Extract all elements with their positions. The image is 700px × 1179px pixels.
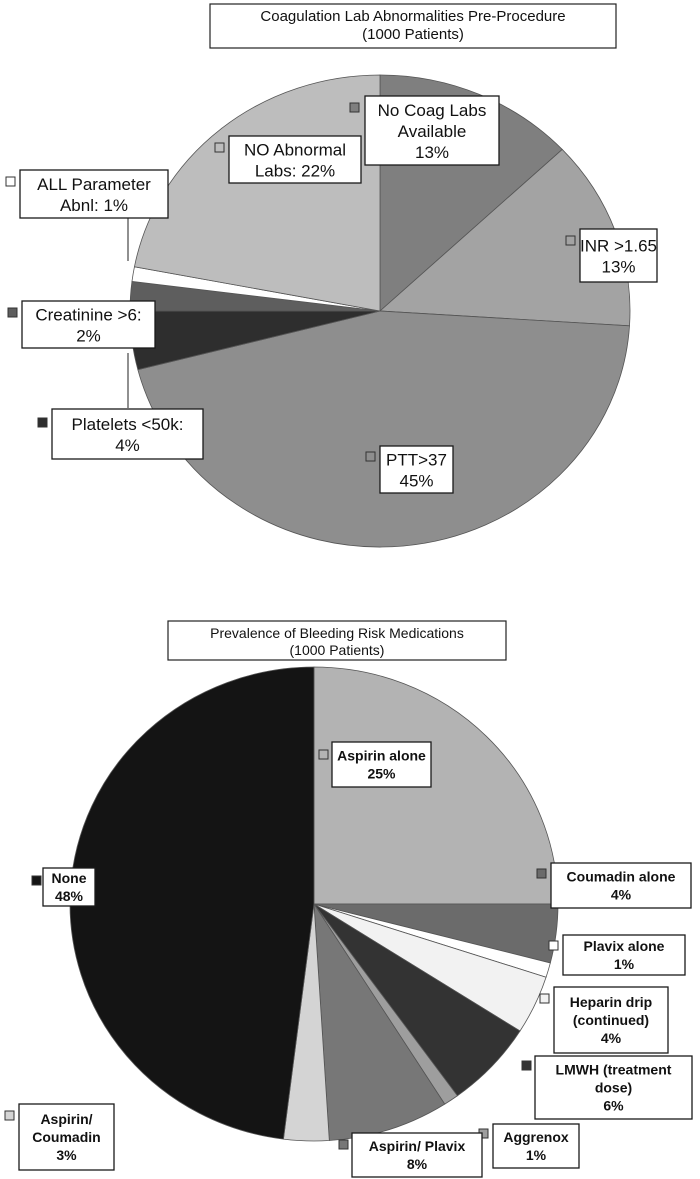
pie-slice-2-7	[313, 902, 446, 1141]
pie-slice-1-7	[133, 74, 381, 312]
data-label-1-1: No Coag Labs Available 13%	[349, 95, 500, 166]
legend-key	[365, 451, 376, 462]
legend-key	[536, 868, 547, 879]
legend-key	[214, 142, 225, 153]
svg-text:Platelets <50k:4%: Platelets <50k: 4%	[72, 415, 184, 455]
legend-key	[7, 307, 18, 318]
data-label-2-3: Plavix alone 1%	[548, 934, 686, 976]
data-label-1-6: ALL Parameter Abnl: 1%	[5, 169, 169, 219]
svg-text:Creatinine >6:2%: Creatinine >6: 2%	[35, 306, 141, 346]
chart-title-1: Coagulation Lab Abnormalities Pre-Proced…	[209, 3, 617, 49]
legend-key	[5, 176, 16, 187]
legend-key	[31, 875, 42, 886]
pie-slice-2-1	[313, 666, 559, 905]
svg-text:Prevalence of Bleeding Risk Me: Prevalence of Bleeding Risk Medications(…	[210, 625, 464, 658]
pie-chart-2: Prevalence of Bleeding Risk Medications(…	[4, 620, 693, 1178]
data-label-1-5: Creatinine >6: 2%	[7, 300, 156, 349]
data-label-2-6: Aggrenox 1%	[478, 1123, 580, 1169]
legend-key	[318, 749, 329, 760]
data-label-1-2: INR >1.65 13%	[565, 228, 658, 283]
svg-text:Heparin drip(continued)4%: Heparin drip (continued) 4%	[570, 994, 652, 1046]
legend-key	[37, 417, 48, 428]
data-label-1-7: NO Abnormal Labs: 22%	[214, 135, 362, 184]
data-label-2-7: Aspirin/ Plavix 8%	[338, 1132, 483, 1178]
pie-chart-1: Coagulation Lab Abnormalities Pre-Proced…	[5, 3, 658, 548]
data-label-1-4: Platelets <50k: 4%	[37, 408, 204, 460]
legend-key	[539, 993, 550, 1004]
legend-key	[548, 940, 559, 951]
data-label-2-8: Aspirin/Coumadin 3%	[4, 1103, 115, 1171]
data-label-2-4: Heparin drip (continued) 4%	[539, 986, 669, 1054]
legend-key	[4, 1110, 15, 1121]
data-label-2-1: Aspirin alone 25%	[318, 741, 432, 788]
legend-key	[565, 235, 576, 246]
legend-key	[349, 102, 360, 113]
data-label-1-3: PTT>37 45%	[365, 445, 454, 494]
legend-key	[338, 1139, 349, 1150]
legend-key	[521, 1060, 532, 1071]
data-label-2-5: LMWH (treatment dose) 6%	[521, 1055, 693, 1120]
chart-title-2: Prevalence of Bleeding Risk Medications(…	[167, 620, 507, 661]
data-label-2-2: Coumadin alone 4%	[536, 862, 692, 909]
pie-slice-2-9	[69, 666, 315, 1140]
data-label-2-9: None 48%	[31, 867, 96, 907]
svg-text:Coagulation Lab Abnormalities: Coagulation Lab Abnormalities Pre-Proced…	[260, 8, 565, 43]
